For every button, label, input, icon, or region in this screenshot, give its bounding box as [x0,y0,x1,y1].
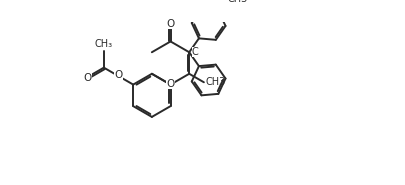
Text: C: C [192,47,198,57]
Text: CH₃: CH₃ [94,39,113,49]
Text: O: O [114,70,122,80]
Text: O: O [83,73,92,83]
Text: CH3: CH3 [227,0,247,4]
Text: O: O [166,19,174,29]
Text: CH3: CH3 [205,77,225,87]
Text: O: O [166,79,174,89]
